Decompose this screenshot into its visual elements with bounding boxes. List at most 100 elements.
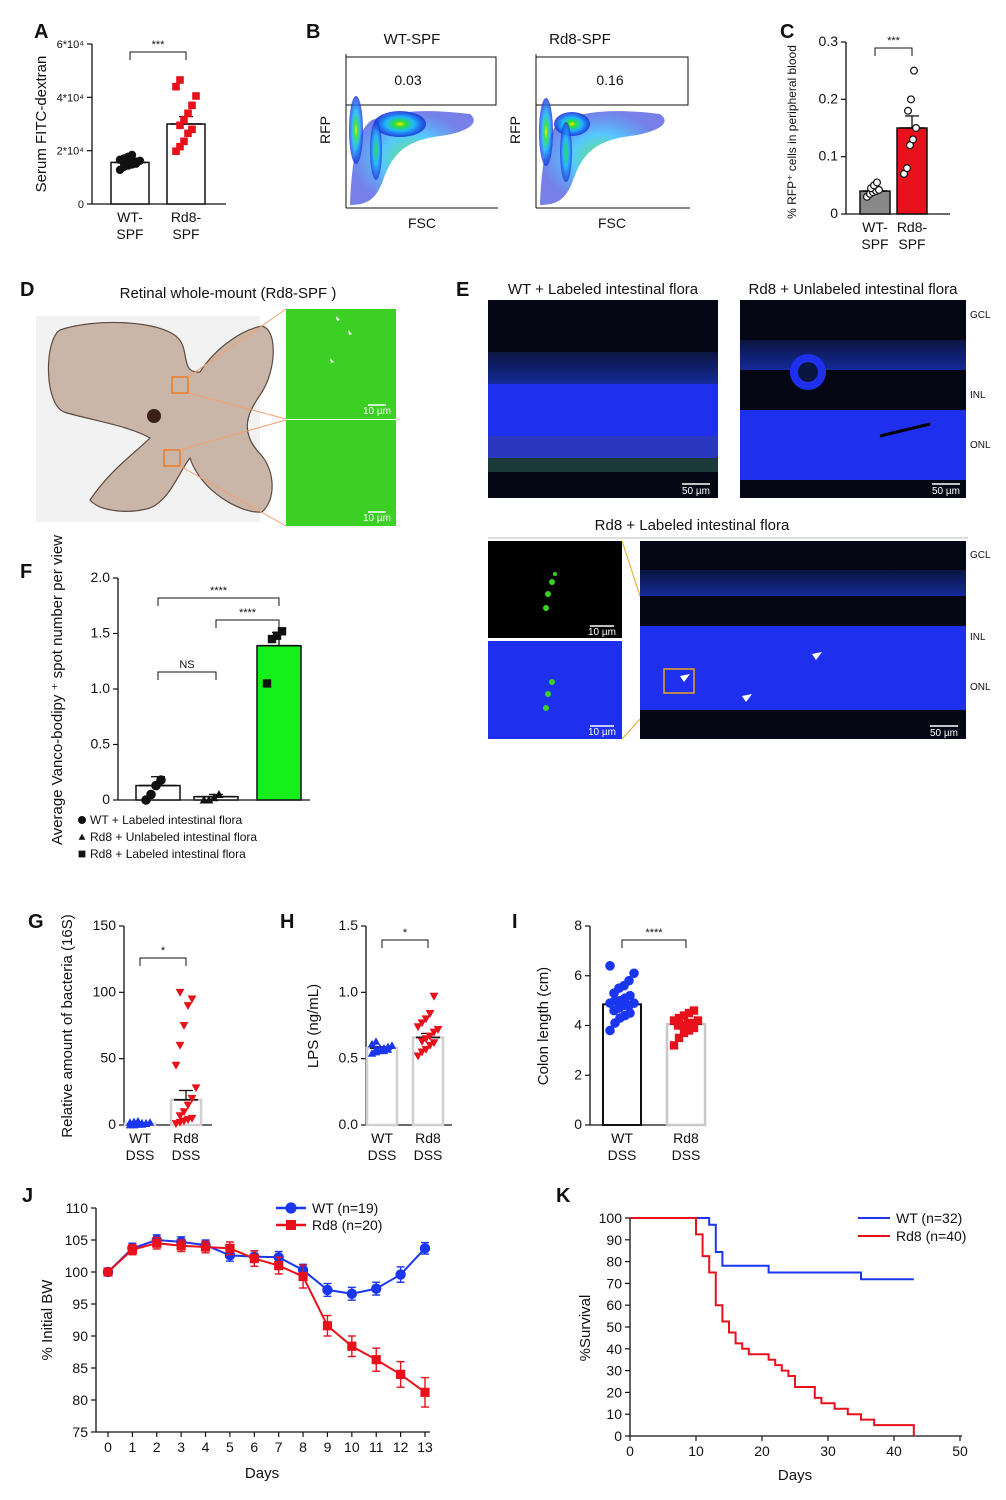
layer-label-onl: ONL: [970, 440, 991, 451]
y-tick-label: 0: [78, 199, 84, 211]
x-tick-label: 20: [754, 1443, 770, 1459]
data-point: [262, 679, 272, 688]
data-point: [689, 1023, 699, 1033]
data-point: [184, 109, 192, 118]
x-tick-label: Rd8: [673, 1130, 699, 1146]
data-point: [413, 1023, 423, 1032]
data-point: [187, 1114, 197, 1123]
gate-box: [535, 56, 689, 106]
legend-label: WT (n=19): [312, 1200, 378, 1216]
y-tick-label: 6: [574, 967, 582, 983]
data-point: [176, 121, 184, 130]
data-point: [204, 795, 214, 804]
y-tick-label: 70: [606, 1275, 622, 1291]
gate-value-wt: 0.03: [394, 72, 421, 88]
data-point: [911, 123, 920, 132]
chart-c-rfp-cells: 0 0.1 0.2 0.3 % RFP⁺ cells in peripheral blo…: [785, 33, 950, 252]
x-axis-label: Days: [245, 1465, 279, 1482]
significance-bracket: [139, 957, 187, 966]
x-tick-label: Rd8-: [171, 209, 202, 225]
x-tick-label: 1: [128, 1439, 136, 1455]
panel-label-e: E: [456, 279, 469, 301]
scalebar-label: 10 µm: [588, 727, 616, 738]
flow-title-wt: WT-SPF: [384, 31, 441, 48]
y-tick-label: 90: [606, 1232, 622, 1248]
data-point: [179, 1108, 189, 1117]
panel-label-j: J: [22, 1185, 33, 1207]
data-point: [298, 1271, 308, 1282]
data-point: [419, 1243, 431, 1254]
significance-bracket: [215, 619, 280, 628]
y-tick-label: 20: [606, 1384, 622, 1400]
significance-label: ***: [887, 35, 901, 47]
bar: [602, 1003, 642, 1127]
survival-curve: [630, 1217, 915, 1436]
data-point: [679, 1011, 689, 1020]
y-tick-label: 0.0: [339, 1116, 359, 1132]
data-point: [249, 1253, 259, 1264]
flow-xlabel-rd8: FSC: [598, 215, 626, 231]
y-axis-label: Average Vanco-bodipy ⁺ spot number per v…: [49, 535, 66, 845]
panel-label-i: I: [512, 911, 518, 933]
data-point: [322, 1284, 333, 1296]
data-point: [172, 82, 180, 91]
significance-bracket: [157, 671, 217, 680]
zoom-box-bottom: [163, 449, 181, 467]
significance-bracket: [621, 939, 687, 948]
data-point: [624, 975, 634, 986]
x-tick-label: DSS: [608, 1147, 637, 1163]
y-tick-label: 1.5: [91, 625, 111, 641]
x-tick-label: WT: [611, 1130, 633, 1146]
panel-label-b: B: [306, 21, 320, 43]
flow-ylabel-wt: RFP: [317, 116, 333, 144]
panel-label-g: G: [28, 911, 44, 933]
data-point: [192, 92, 200, 100]
x-tick-label: SPF: [898, 236, 925, 252]
data-point: [903, 106, 912, 115]
data-point: [152, 1238, 162, 1248]
data-point: [127, 150, 137, 160]
y-tick-label: 0.1: [819, 148, 839, 164]
y-tick-label: 105: [65, 1232, 89, 1248]
y-tick-label: 40: [606, 1341, 622, 1357]
data-point: [145, 1118, 155, 1126]
zoom-image-top: [286, 309, 396, 419]
data-point: [371, 1355, 381, 1365]
y-tick-label: 60: [606, 1297, 622, 1313]
x-tick-label: SPF: [861, 236, 888, 252]
data-point: [214, 790, 224, 798]
data-point: [684, 1026, 694, 1035]
flow-density-core: [554, 112, 590, 136]
x-tick-label: 12: [393, 1439, 409, 1455]
survival-curve: [630, 1217, 914, 1281]
data-point: [127, 1245, 137, 1255]
panel-label-f: F: [20, 561, 32, 583]
scalebar-label: 50 µm: [682, 486, 710, 497]
bar: [110, 161, 150, 205]
significance-label: *: [161, 945, 166, 957]
legend-label: Rd8 + Labeled intestinal flora: [90, 847, 246, 861]
data-point: [425, 1010, 435, 1018]
significance-label: *: [403, 927, 408, 939]
x-tick-label: 8: [299, 1439, 307, 1455]
y-tick-label: 0: [102, 791, 110, 807]
section-title-rd8-unlabeled: Rd8 + Unlabeled intestinal flora: [749, 281, 959, 298]
flow-ylabel-rd8: RFP: [507, 116, 523, 144]
data-point: [187, 995, 197, 1004]
data-point: [133, 1116, 143, 1125]
data-point: [908, 135, 917, 144]
data-point: [371, 1037, 381, 1045]
significance-bracket: [129, 51, 187, 60]
y-tick-label: 80: [72, 1392, 88, 1408]
legend-label: Rd8 (n=20): [312, 1217, 382, 1233]
y-tick-label: 80: [606, 1254, 622, 1270]
data-point: [322, 1321, 333, 1331]
y-tick-label: 0: [830, 205, 838, 221]
data-point: [274, 1261, 284, 1271]
x-tick-label: 40: [886, 1443, 902, 1459]
bar: [411, 1036, 445, 1127]
significance-bracket: [381, 939, 429, 948]
data-point: [175, 1041, 185, 1050]
x-tick-label: SPF: [116, 226, 143, 242]
